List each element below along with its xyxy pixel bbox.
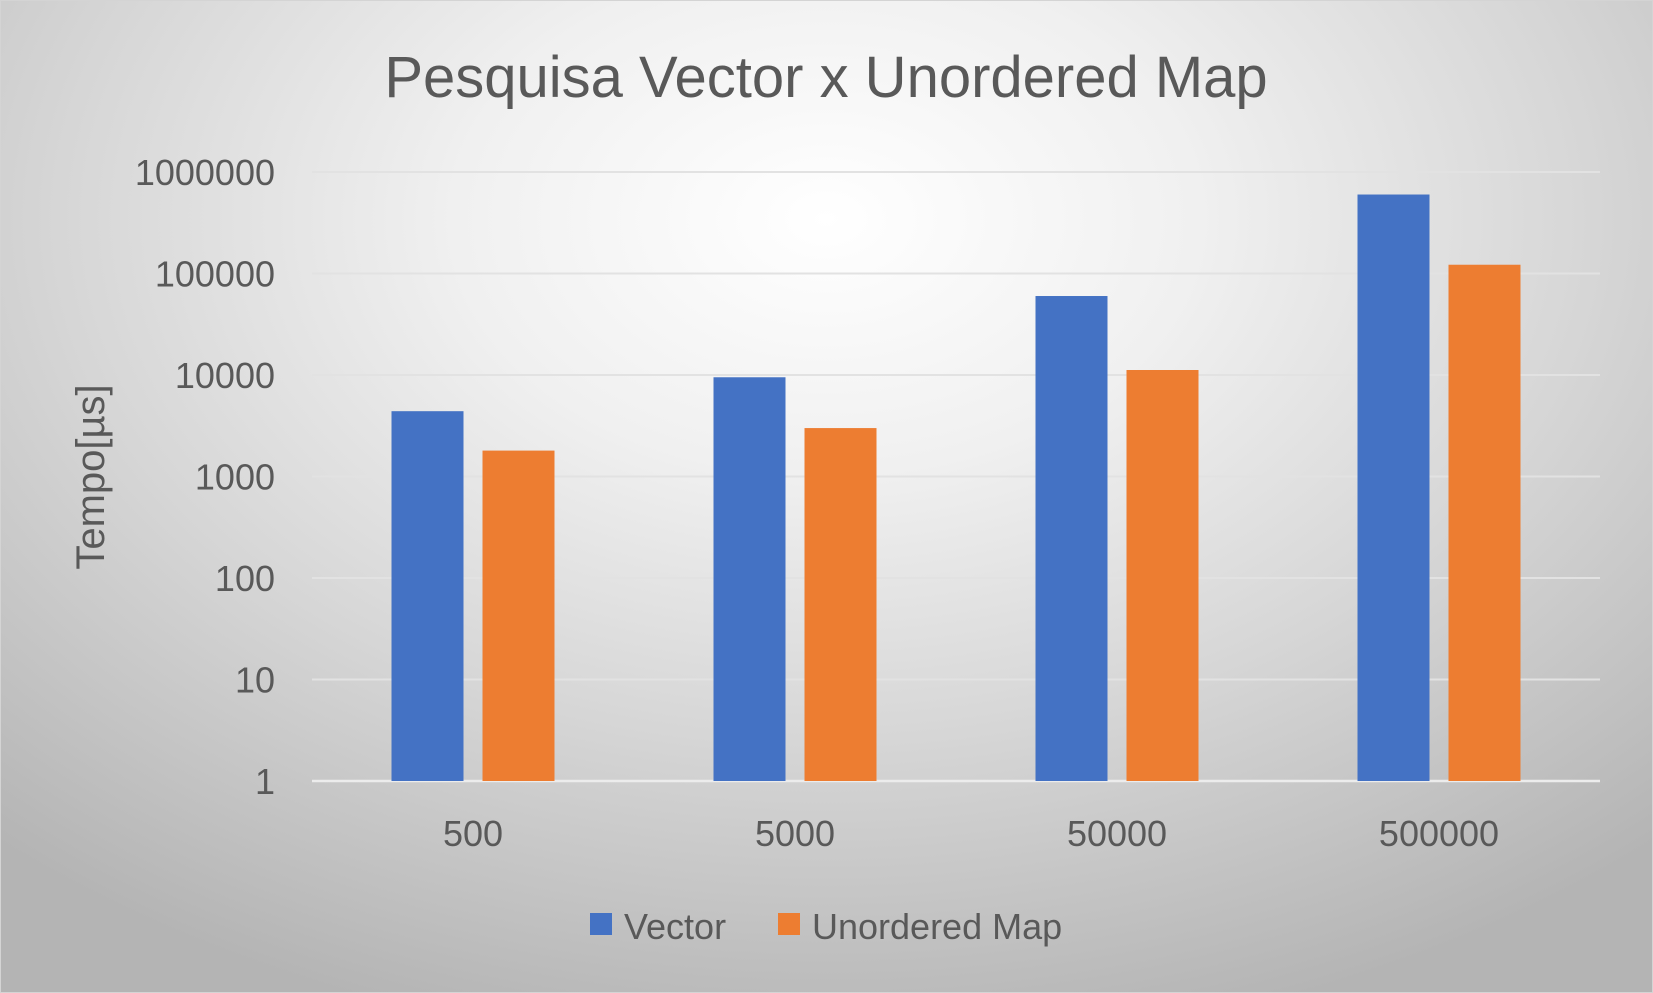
- bar-unordered-map-500000: [1448, 264, 1521, 781]
- bar-vector-50000: [1035, 296, 1108, 781]
- bar-vector-500000: [1357, 194, 1430, 782]
- legend-label-unordered-map: Unordered Map: [812, 906, 1062, 947]
- x-tick-label: 50000: [1067, 813, 1167, 854]
- bar-vector-5000: [713, 377, 786, 781]
- y-axis-title: Tempo[µs]: [69, 384, 113, 569]
- y-tick-label: 10000: [175, 355, 275, 396]
- bar-unordered-map-5000: [804, 428, 877, 781]
- x-tick-labels: 500 5000 50000 500000: [443, 813, 1499, 854]
- bar-vector-500: [391, 411, 464, 781]
- bar-unordered-map-500: [482, 450, 555, 781]
- y-tick-label: 1: [255, 761, 275, 802]
- y-tick-label: 1000000: [135, 152, 275, 193]
- x-tick-label: 5000: [755, 813, 835, 854]
- y-tick-label: 1000: [195, 457, 275, 498]
- bar-unordered-map-50000: [1126, 370, 1199, 781]
- legend-swatch-vector: [590, 913, 612, 935]
- y-tick-label: 10: [235, 660, 275, 701]
- legend: Vector Unordered Map: [590, 906, 1062, 947]
- y-tick-label: 100000: [155, 254, 275, 295]
- legend-label-vector: Vector: [624, 906, 726, 947]
- y-tick-label: 100: [215, 558, 275, 599]
- x-tick-label: 500: [443, 813, 503, 854]
- y-tick-labels: 1 10 100 1000 10000 100000 1000000: [135, 152, 275, 802]
- bars: [391, 194, 1521, 782]
- legend-swatch-unordered-map: [778, 913, 800, 935]
- chart-title: Pesquisa Vector x Unordered Map: [384, 45, 1267, 110]
- x-tick-label: 500000: [1379, 813, 1499, 854]
